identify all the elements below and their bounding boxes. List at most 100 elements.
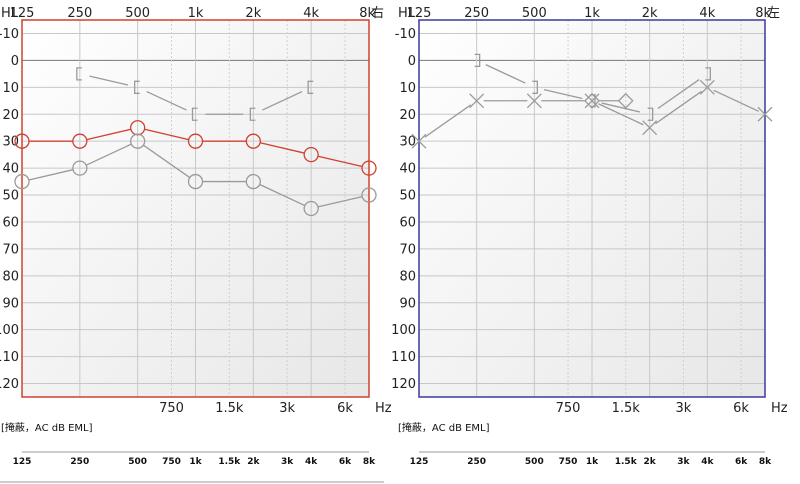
series-ac-right: [14, 120, 377, 176]
y-tick-label: 10: [2, 81, 19, 96]
data-point-circle: [303, 200, 319, 217]
top-tick-label: 8k: [755, 6, 771, 21]
y-tick-label: 90: [399, 296, 416, 311]
data-point-circle: [187, 173, 204, 190]
series-line: [146, 90, 187, 111]
data-point-cross: [642, 120, 658, 136]
bottom-tick-label: 750: [159, 401, 184, 416]
y-tick-label: 90: [2, 296, 19, 311]
series-line: [713, 89, 759, 112]
bottom-tick-label: 1.5k: [215, 401, 244, 416]
y-tick-label: -10: [0, 27, 19, 42]
top-tick-label: 1k: [584, 6, 600, 21]
top-tick-label: 250: [464, 6, 489, 21]
series-line: [28, 169, 74, 181]
top-tick-label: 125: [407, 6, 432, 21]
table-tick-label: 500: [525, 457, 544, 467]
hz-axis-label: Hz: [771, 401, 788, 416]
data-point-diamond: [617, 92, 634, 109]
table-tick-label: 1k: [189, 457, 202, 467]
top-tick-label: 500: [125, 6, 150, 21]
data-point-bracket: [249, 107, 256, 121]
series-line: [86, 128, 131, 141]
series-line: [89, 75, 129, 86]
series-line: [85, 143, 132, 166]
series-line: [259, 183, 306, 207]
y-tick-label: 60: [2, 215, 19, 230]
y-tick-label: -10: [395, 27, 416, 42]
series-bc-right: [76, 67, 314, 121]
y-tick-label: 0: [11, 54, 19, 69]
y-tick-label: 30: [399, 135, 416, 150]
series-line: [317, 155, 363, 168]
data-point-circle: [130, 133, 146, 149]
y-tick-label: 80: [399, 269, 416, 284]
series-line: [598, 103, 644, 126]
hl-axis-label: HL: [1, 6, 19, 21]
data-point-bracket: [532, 80, 538, 94]
bottom-tick-label: 750: [556, 401, 581, 416]
y-tick-label: 40: [399, 162, 416, 177]
y-tick-label: 70: [399, 242, 416, 257]
y-tick-label: 20: [399, 108, 416, 123]
data-point-cross: [757, 106, 773, 122]
y-tick-label: 120: [391, 377, 416, 392]
series-line: [317, 195, 363, 208]
table-tick-label: 2k: [644, 457, 657, 467]
table-tick-label: 125: [13, 457, 32, 467]
data-point-bracket: [134, 80, 140, 94]
y-tick-label: 50: [399, 189, 416, 204]
table-tick-label: 250: [467, 457, 486, 467]
series-ac-gray: [14, 133, 377, 217]
table-tick-label: 8k: [759, 457, 772, 467]
top-tick-label: 2k: [642, 6, 658, 21]
plot-frame: [418, 19, 766, 398]
data-point-circle: [72, 133, 88, 149]
data-point-circle: [245, 133, 261, 149]
y-tick-label: 40: [2, 162, 19, 177]
top-tick-label: 250: [67, 6, 92, 21]
table-tick-label: 4k: [305, 457, 318, 467]
table-tick-label: 125: [410, 457, 429, 467]
y-tick-label: 20: [2, 108, 19, 123]
hl-axis-label: HL: [398, 6, 416, 21]
data-point-bracket: [76, 67, 82, 81]
data-point-bracket: [474, 53, 481, 68]
data-point-circle: [72, 160, 88, 176]
data-point-bracket: [307, 80, 314, 94]
table-tick-label: 8k: [363, 457, 376, 467]
data-point-bracket: [191, 107, 198, 121]
y-tick-label: 110: [0, 350, 19, 365]
data-point-cross: [584, 93, 600, 109]
bottom-tick-label: 6k: [733, 401, 749, 416]
y-tick-label: 110: [391, 350, 416, 365]
audiogram-panel-right-ear: HL1252505001k2k4k8k右-1001020304050607080…: [0, 6, 392, 483]
top-tick-label: 4k: [699, 6, 715, 21]
data-point-circle: [361, 187, 377, 203]
table-tick-label: 750: [162, 457, 181, 467]
series-line: [424, 104, 472, 138]
y-tick-label: 100: [391, 323, 416, 338]
bottom-tick-label: 6k: [337, 401, 353, 416]
bottom-tick-label: 1.5k: [612, 401, 641, 416]
table-tick-label: 3k: [281, 457, 294, 467]
top-tick-label: 1k: [188, 6, 204, 21]
data-point-circle: [303, 146, 319, 163]
top-tick-label: 500: [522, 6, 547, 21]
table-tick-label: 750: [559, 457, 578, 467]
top-tick-label: 2k: [245, 6, 261, 21]
series-line: [655, 90, 702, 125]
series-line: [657, 79, 700, 110]
table-tick-label: 500: [128, 457, 147, 467]
ear-label: 右: [371, 6, 384, 21]
series-line: [485, 64, 526, 84]
data-point-cross: [699, 79, 715, 95]
table-tick-label: 2k: [247, 457, 260, 467]
data-point-cross: [526, 93, 542, 109]
data-point-diamond: [584, 92, 600, 109]
y-tick-label: 120: [0, 377, 19, 392]
top-tick-label: 125: [10, 6, 35, 21]
bottom-tick-label: 3k: [279, 401, 295, 416]
masking-label: [掩蔽，AC dB EML]: [1, 421, 93, 434]
